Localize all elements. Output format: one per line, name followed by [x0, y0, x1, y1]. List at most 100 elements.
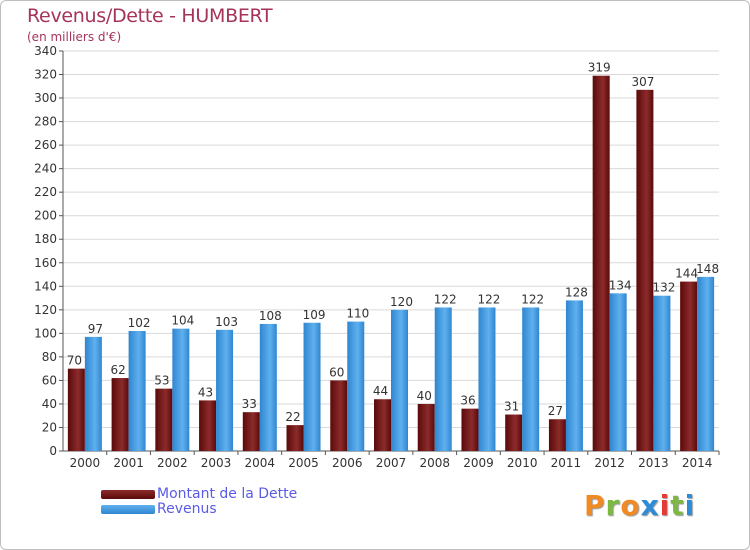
logo-letter: i — [659, 489, 671, 522]
data-label-revenue: 122 — [521, 292, 544, 306]
bar-debt — [242, 412, 260, 451]
x-tick-label: 2012 — [594, 456, 625, 470]
legend-swatch-debt — [101, 490, 155, 499]
y-tick-label: 260 — [34, 138, 57, 152]
bar-revenue — [128, 331, 146, 451]
bar-revenue — [522, 307, 540, 451]
bar-debt — [155, 388, 173, 451]
x-tick-label: 2003 — [201, 456, 232, 470]
y-tick-label: 20 — [42, 420, 57, 434]
data-label-debt: 44 — [373, 384, 388, 398]
bar-debt — [199, 400, 217, 451]
y-tick-label: 320 — [34, 68, 57, 82]
y-tick-label: 220 — [34, 185, 57, 199]
data-label-revenue: 122 — [478, 292, 501, 306]
data-label-debt: 22 — [285, 410, 300, 424]
x-tick-label: 2011 — [551, 456, 582, 470]
legend-swatch-revenue — [101, 505, 155, 514]
y-tick-label: 0 — [49, 444, 57, 458]
y-tick-label: 60 — [42, 373, 57, 387]
data-label-debt: 53 — [154, 374, 169, 388]
data-label-debt: 60 — [329, 365, 344, 379]
data-label-debt: 70 — [67, 354, 82, 368]
data-label-debt: 27 — [548, 404, 563, 418]
bar-revenue — [434, 307, 452, 451]
x-tick-label: 2008 — [419, 456, 450, 470]
x-tick-label: 2000 — [70, 456, 101, 470]
y-tick-label: 160 — [34, 256, 57, 270]
y-tick-label: 340 — [34, 44, 57, 58]
bar-revenue — [697, 276, 715, 451]
data-label-debt: 319 — [588, 61, 611, 75]
y-tick-label: 40 — [42, 397, 57, 411]
y-tick-label: 300 — [34, 91, 57, 105]
logo-letter: P — [584, 489, 606, 522]
data-label-debt: 307 — [631, 75, 654, 89]
proxiti-logo: Proxiti — [584, 489, 695, 522]
bar-debt — [417, 403, 435, 451]
bar-debt — [680, 281, 698, 451]
y-tick-label: 280 — [34, 115, 57, 129]
data-label-revenue: 120 — [390, 295, 413, 309]
y-tick-label: 80 — [42, 350, 57, 364]
bar-revenue — [391, 309, 408, 451]
data-label-debt: 40 — [417, 389, 432, 403]
bar-revenue — [653, 295, 671, 451]
bar-revenue — [565, 300, 583, 451]
chart-subtitle: (en milliers d'€) — [27, 30, 122, 44]
data-label-debt: 43 — [198, 385, 213, 399]
data-label-revenue: 110 — [346, 307, 369, 321]
logo-letter: o — [620, 489, 641, 522]
data-label-revenue: 103 — [215, 315, 238, 329]
y-tick-label: 200 — [34, 209, 57, 223]
y-tick-label: 140 — [34, 279, 57, 293]
chart-title: Revenus/Dette - HUMBERT — [27, 5, 273, 27]
bar-debt — [592, 75, 610, 452]
bar-revenue — [259, 323, 277, 451]
bar-debt — [111, 378, 129, 451]
data-label-revenue: 102 — [128, 316, 151, 330]
bar-debt — [67, 368, 85, 451]
data-label-revenue: 148 — [696, 262, 719, 276]
x-tick-label: 2014 — [682, 456, 713, 470]
bar-debt — [636, 89, 654, 451]
data-label-debt: 62 — [110, 363, 125, 377]
data-label-revenue: 122 — [434, 292, 457, 306]
data-label-revenue: 97 — [88, 322, 103, 336]
data-label-debt: 144 — [675, 267, 698, 281]
x-tick-label: 2007 — [376, 456, 407, 470]
y-tick-label: 180 — [34, 232, 57, 246]
data-label-revenue: 109 — [303, 308, 326, 322]
legend-label-debt: Montant de la Dette — [157, 486, 298, 502]
logo-letter: t — [670, 489, 685, 522]
bar-debt — [505, 414, 523, 451]
x-tick-label: 2002 — [157, 456, 188, 470]
data-label-revenue: 134 — [609, 278, 632, 292]
x-tick-label: 2005 — [288, 456, 319, 470]
y-tick-label: 240 — [34, 162, 57, 176]
logo-letter: r — [605, 489, 621, 522]
x-tick-label: 2009 — [463, 456, 494, 470]
bar-revenue — [303, 322, 321, 451]
data-label-debt: 33 — [242, 397, 257, 411]
bar-revenue — [216, 329, 234, 451]
x-tick-label: 2006 — [332, 456, 363, 470]
bar-debt — [286, 425, 304, 451]
x-tick-label: 2013 — [638, 456, 669, 470]
bar-revenue — [84, 336, 102, 451]
bar-revenue — [609, 293, 627, 451]
y-tick-label: 100 — [34, 326, 57, 340]
data-label-revenue: 128 — [565, 285, 588, 299]
bar-revenue — [478, 307, 496, 451]
logo-letter: x — [640, 489, 660, 522]
data-label-debt: 36 — [460, 394, 475, 408]
bar-debt — [461, 408, 479, 451]
logo-letter: i — [684, 489, 696, 522]
bar-revenue — [172, 328, 190, 451]
legend-label-revenue: Revenus — [157, 501, 217, 517]
bar-debt — [548, 419, 566, 451]
data-label-revenue: 108 — [259, 309, 282, 323]
x-tick-label: 2001 — [113, 456, 144, 470]
